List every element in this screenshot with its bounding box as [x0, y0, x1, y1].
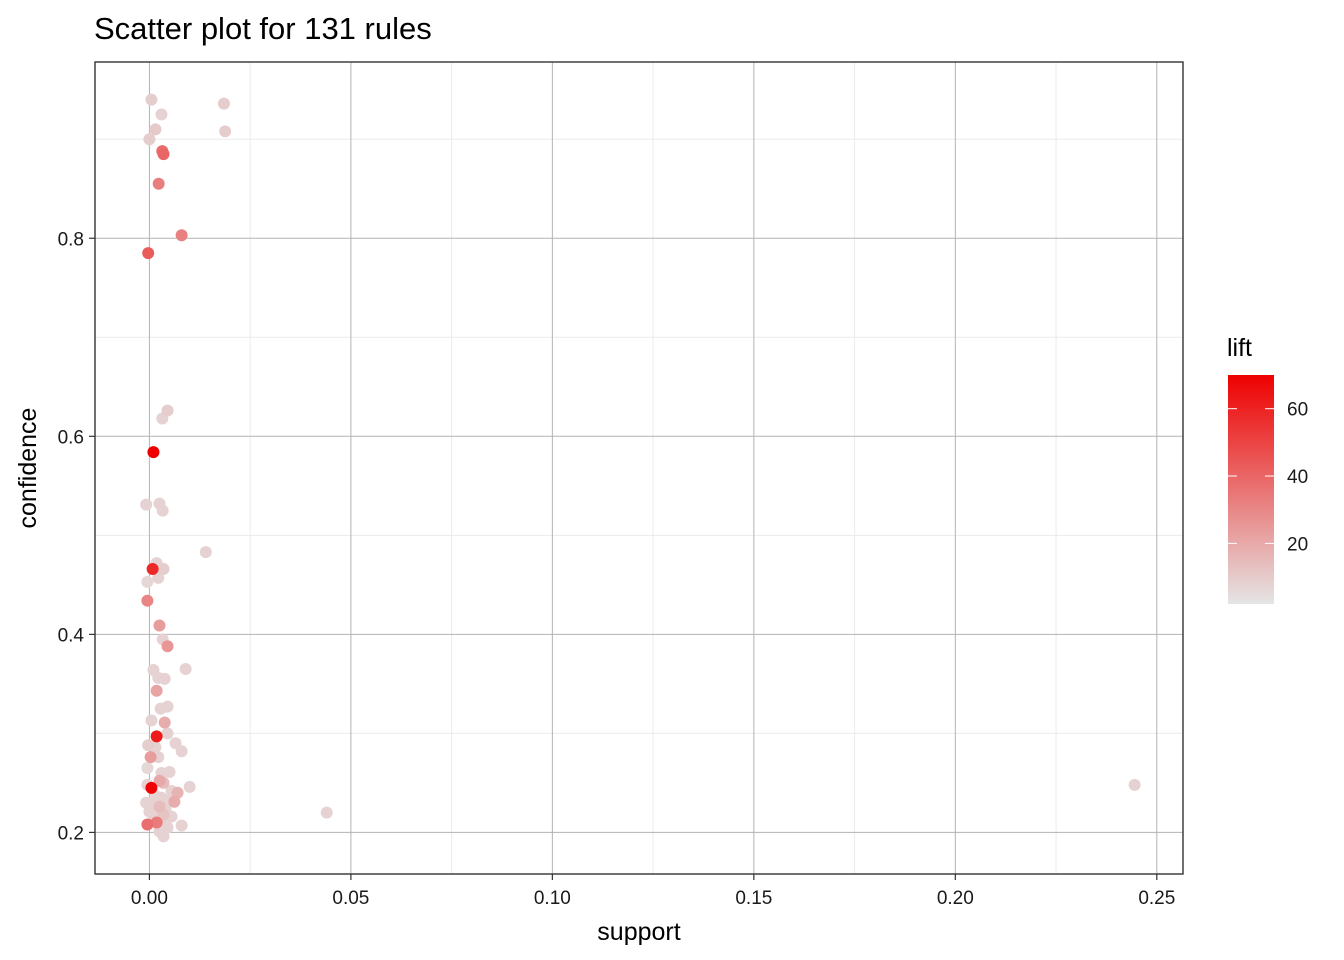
data-point — [141, 818, 154, 831]
data-point — [1128, 778, 1141, 791]
x-axis: 0.00 0.05 0.10 0.15 0.20 0.25 — [131, 874, 1175, 909]
chart-title: Scatter plot for 131 rules — [94, 11, 432, 46]
y-axis-title: confidence — [14, 408, 42, 529]
data-point — [141, 594, 154, 607]
y-tick-label: 0.8 — [58, 229, 84, 250]
data-point — [175, 745, 188, 758]
data-point — [153, 619, 166, 632]
y-tick-label: 0.2 — [58, 823, 84, 844]
plot-border — [94, 61, 1184, 875]
data-point — [199, 546, 212, 559]
data-point — [150, 730, 163, 743]
data-point — [150, 684, 163, 697]
data-point — [141, 762, 154, 775]
plot-background — [95, 62, 1183, 874]
data-point — [175, 229, 188, 242]
data-point — [143, 133, 156, 146]
data-point — [145, 781, 158, 794]
data-point — [149, 123, 162, 136]
data-point — [152, 571, 165, 584]
y-axis: 0.2 0.4 0.6 0.8 — [58, 229, 95, 844]
data-point — [141, 575, 154, 588]
data-point — [153, 800, 166, 813]
major-gridlines — [95, 62, 1183, 874]
data-point — [157, 563, 170, 576]
x-tick-label: 0.10 — [534, 888, 571, 909]
legend-tick-label: 20 — [1287, 534, 1308, 555]
data-point — [161, 404, 174, 417]
data-point — [146, 563, 159, 576]
data-point — [142, 247, 155, 260]
x-axis-title: support — [597, 918, 680, 946]
data-point — [158, 672, 171, 685]
data-point — [161, 727, 174, 740]
data-point — [161, 700, 174, 713]
data-point — [145, 93, 158, 106]
data-point — [155, 108, 168, 121]
data-point — [217, 97, 230, 110]
legend-title: lift — [1227, 334, 1252, 362]
data-point — [140, 498, 153, 511]
data-point — [163, 766, 176, 779]
x-tick-label: 0.15 — [735, 888, 772, 909]
minor-gridlines — [95, 62, 1183, 874]
data-point — [179, 663, 192, 676]
data-point — [152, 177, 165, 190]
data-point — [142, 739, 155, 752]
data-point — [161, 640, 174, 653]
x-tick-label: 0.20 — [937, 888, 974, 909]
data-point — [157, 830, 170, 843]
data-point — [320, 806, 333, 819]
plot-panel — [94, 61, 1184, 875]
data-point — [183, 780, 196, 793]
data-points — [140, 93, 1141, 843]
x-tick-label: 0.05 — [332, 888, 369, 909]
y-tick-label: 0.4 — [58, 625, 85, 646]
data-point — [144, 751, 157, 764]
data-point — [168, 795, 181, 808]
lift-legend: lift 20 40 60 — [1227, 334, 1308, 604]
data-point — [219, 125, 232, 138]
data-point — [156, 504, 169, 517]
x-tick-label: 0.25 — [1138, 888, 1175, 909]
legend-colorbar — [1228, 375, 1274, 604]
data-point — [147, 446, 160, 459]
data-point — [158, 716, 171, 729]
data-point — [145, 714, 158, 727]
data-point — [175, 819, 188, 832]
data-point — [157, 148, 170, 161]
x-tick-label: 0.00 — [131, 888, 168, 909]
legend-tick-label: 40 — [1287, 467, 1308, 488]
legend-ticks: 20 40 60 — [1228, 400, 1308, 555]
y-tick-label: 0.6 — [58, 427, 84, 448]
data-point — [153, 774, 166, 787]
data-point — [150, 816, 163, 829]
legend-tick-label: 60 — [1287, 400, 1308, 421]
